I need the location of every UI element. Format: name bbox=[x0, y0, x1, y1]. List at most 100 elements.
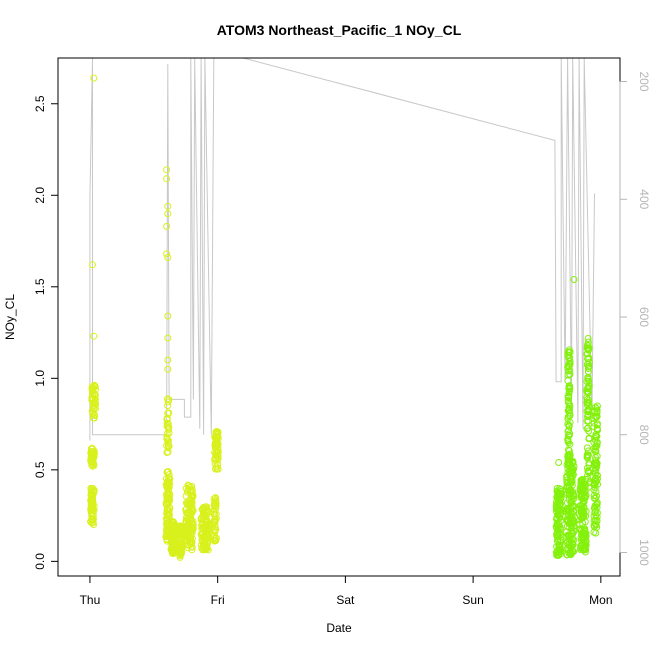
data-point bbox=[593, 503, 601, 511]
data-point bbox=[210, 510, 218, 518]
data-point bbox=[584, 468, 592, 476]
data-point bbox=[164, 356, 172, 364]
x-axis: Thu Fri Sat Sun Mon bbox=[80, 575, 613, 607]
data-point bbox=[189, 525, 197, 533]
data-point bbox=[211, 460, 219, 468]
data-point bbox=[164, 202, 172, 210]
data-point bbox=[553, 487, 561, 495]
data-point bbox=[584, 335, 592, 342]
data-point bbox=[584, 452, 591, 460]
point-layer bbox=[87, 74, 602, 561]
data-point bbox=[566, 371, 574, 378]
x-tick-label: Thu bbox=[80, 593, 101, 607]
data-point bbox=[163, 250, 171, 258]
x-tick-label: Sat bbox=[336, 593, 355, 607]
data-point bbox=[565, 382, 573, 390]
data-point bbox=[593, 460, 601, 468]
data-point bbox=[163, 166, 171, 174]
data-point bbox=[164, 409, 172, 417]
data-point bbox=[186, 516, 194, 524]
data-point bbox=[582, 541, 590, 549]
data-point bbox=[590, 486, 598, 494]
data-point bbox=[163, 442, 171, 450]
data-point bbox=[591, 460, 599, 468]
data-point bbox=[88, 385, 96, 393]
data-point bbox=[90, 332, 98, 340]
data-point bbox=[580, 480, 588, 488]
data-point bbox=[564, 392, 572, 400]
data-point bbox=[164, 485, 172, 493]
data-point bbox=[579, 507, 587, 515]
x-tick-label: Sun bbox=[462, 593, 483, 607]
data-point bbox=[164, 254, 172, 261]
data-point bbox=[567, 544, 575, 552]
data-point bbox=[584, 363, 592, 371]
x-tick-label: Mon bbox=[589, 593, 612, 607]
data-point bbox=[581, 544, 589, 552]
data-point bbox=[211, 498, 219, 506]
data-point bbox=[556, 542, 564, 550]
data-point bbox=[585, 355, 593, 363]
data-point bbox=[568, 469, 576, 477]
data-point bbox=[163, 480, 171, 488]
y-tick-label: 2.5 bbox=[33, 95, 47, 112]
data-point bbox=[592, 431, 600, 439]
data-point bbox=[211, 439, 219, 447]
data-point bbox=[580, 512, 588, 520]
data-point bbox=[584, 406, 592, 414]
data-point bbox=[186, 499, 194, 507]
data-point bbox=[210, 501, 218, 509]
data-point bbox=[212, 494, 219, 502]
data-point bbox=[163, 175, 171, 183]
data-point bbox=[564, 428, 572, 436]
data-point bbox=[164, 334, 172, 342]
data-point bbox=[570, 276, 578, 283]
data-point bbox=[184, 533, 192, 541]
data-point bbox=[584, 389, 592, 397]
data-point bbox=[592, 508, 600, 515]
data-point bbox=[593, 420, 601, 428]
data-point bbox=[88, 512, 96, 519]
data-point bbox=[565, 422, 573, 430]
data-point bbox=[593, 517, 601, 525]
data-point bbox=[211, 519, 219, 527]
data-point bbox=[590, 419, 598, 427]
data-point bbox=[568, 514, 576, 522]
data-point bbox=[563, 461, 571, 469]
data-point bbox=[585, 345, 593, 353]
data-point bbox=[585, 427, 593, 435]
data-point bbox=[188, 482, 196, 490]
data-point bbox=[565, 506, 573, 513]
data-point bbox=[555, 459, 563, 466]
data-point bbox=[162, 481, 170, 489]
data-point bbox=[164, 512, 172, 520]
data-point bbox=[584, 338, 592, 346]
data-point bbox=[569, 471, 577, 478]
data-point bbox=[563, 472, 571, 480]
data-point bbox=[554, 531, 562, 539]
data-point bbox=[591, 407, 599, 415]
y-tick-label: 2.0 bbox=[33, 187, 47, 204]
data-point bbox=[163, 222, 171, 230]
data-point bbox=[580, 542, 588, 550]
data-point bbox=[584, 451, 592, 459]
data-point bbox=[590, 494, 598, 502]
data-point bbox=[593, 452, 601, 460]
data-point bbox=[566, 360, 574, 368]
data-point bbox=[177, 546, 185, 554]
data-point bbox=[201, 546, 209, 554]
data-point bbox=[88, 396, 96, 404]
data-point bbox=[213, 430, 221, 438]
data-point bbox=[202, 507, 209, 515]
data-point bbox=[583, 444, 591, 452]
data-point bbox=[592, 403, 599, 411]
data-point bbox=[89, 454, 97, 462]
data-point bbox=[89, 384, 97, 392]
data-point bbox=[593, 442, 601, 450]
data-point bbox=[566, 409, 574, 417]
data-point bbox=[87, 448, 95, 455]
data-point bbox=[163, 499, 171, 507]
data-point bbox=[89, 261, 96, 269]
data-point bbox=[89, 408, 97, 416]
data-point bbox=[212, 526, 220, 534]
